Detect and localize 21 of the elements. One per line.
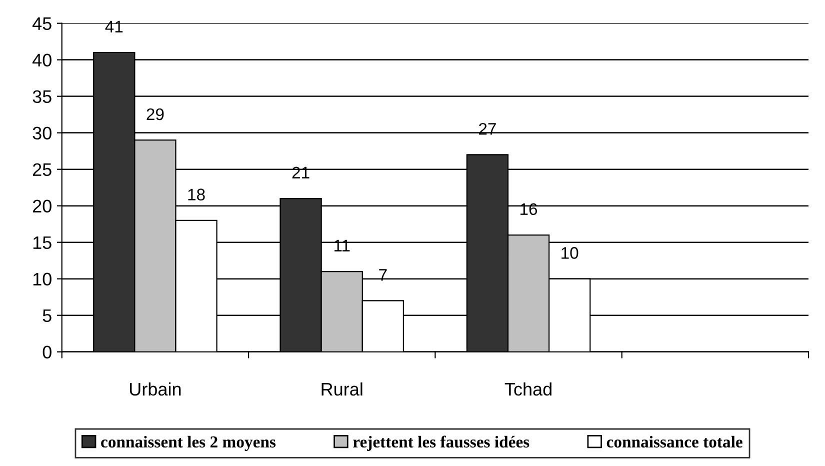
x-tick-label: Rural: [322, 382, 362, 396]
y-tick-label: 45: [32, 17, 52, 30]
x-tick-label: Urbain: [130, 382, 181, 396]
data-label: 18: [188, 188, 205, 200]
y-tick-label: 10: [33, 272, 52, 286]
legend-label: rejettent les fausses idées: [353, 436, 530, 451]
y-tick-label: 5: [42, 309, 52, 322]
data-label: 41: [105, 20, 123, 32]
y-tick-label: 25: [32, 163, 52, 176]
data-label: 29: [146, 108, 164, 120]
legend-label: connaissance totale: [606, 436, 742, 448]
data-label: 10: [562, 247, 578, 259]
y-tick-label: 15: [33, 236, 52, 250]
y-tick-label: 0: [42, 346, 52, 359]
y-tick-label: 30: [32, 126, 52, 140]
x-tick-label: Tchad: [504, 382, 552, 396]
data-label: 27: [479, 122, 496, 135]
y-tick-label: 20: [32, 200, 52, 213]
y-tick-label: 40: [32, 54, 52, 67]
legend-label: connaissent les 2 moyens: [101, 436, 276, 451]
y-tick-label: 35: [32, 90, 52, 104]
